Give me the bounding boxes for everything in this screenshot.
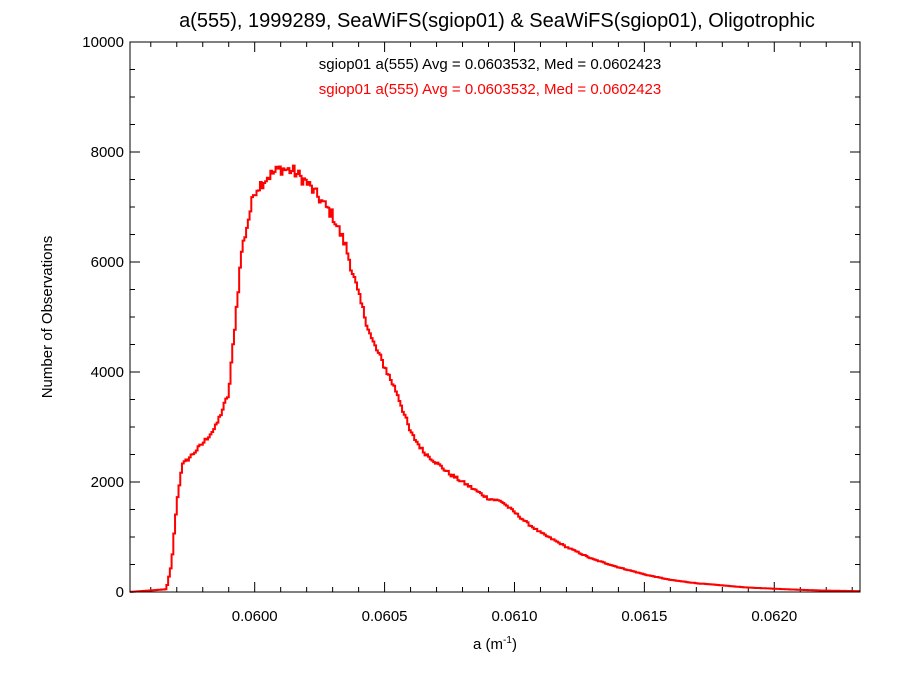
legend-entry-red: sgiop01 a(555) Avg = 0.0603532, Med = 0.…	[319, 81, 662, 98]
series-layer	[130, 164, 861, 593]
x-axis-label-base: a (m	[473, 636, 503, 653]
x-tick-label: 0.0605	[362, 608, 408, 625]
y-tick-label: 6000	[91, 254, 124, 271]
x-axis-label-superscript: -1	[503, 635, 512, 646]
x-axis-label-close: )	[512, 636, 517, 653]
y-axis-label: Number of Observations	[39, 236, 56, 399]
x-tick-label: 0.0615	[621, 608, 667, 625]
chart-title: a(555), 1999289, SeaWiFS(sgiop01) & SeaW…	[179, 10, 815, 32]
x-tick-label: 0.0610	[492, 608, 538, 625]
x-tick-label: 0.0600	[232, 608, 278, 625]
tick-labels: 0 2000 4000 6000 8000 10000 0.0600 0.0605 0.0610…	[82, 34, 797, 625]
legend: sgiop01 a(555) Avg = 0.0603532, Med = 0.…	[319, 56, 662, 98]
plot-frame	[129, 41, 861, 593]
y-tick-label: 0	[116, 584, 124, 601]
y-tick-label: 8000	[91, 144, 124, 161]
y-tick-label: 10000	[82, 34, 124, 51]
legend-entry-black: sgiop01 a(555) Avg = 0.0603532, Med = 0.…	[319, 56, 662, 73]
y-tick-label: 4000	[91, 364, 124, 381]
x-tick-label: 0.0620	[751, 608, 797, 625]
axis-ticks	[130, 41, 860, 593]
x-axis-label: a (m-1)	[473, 635, 517, 653]
y-tick-label: 2000	[91, 474, 124, 491]
histogram-series-line	[130, 164, 861, 593]
